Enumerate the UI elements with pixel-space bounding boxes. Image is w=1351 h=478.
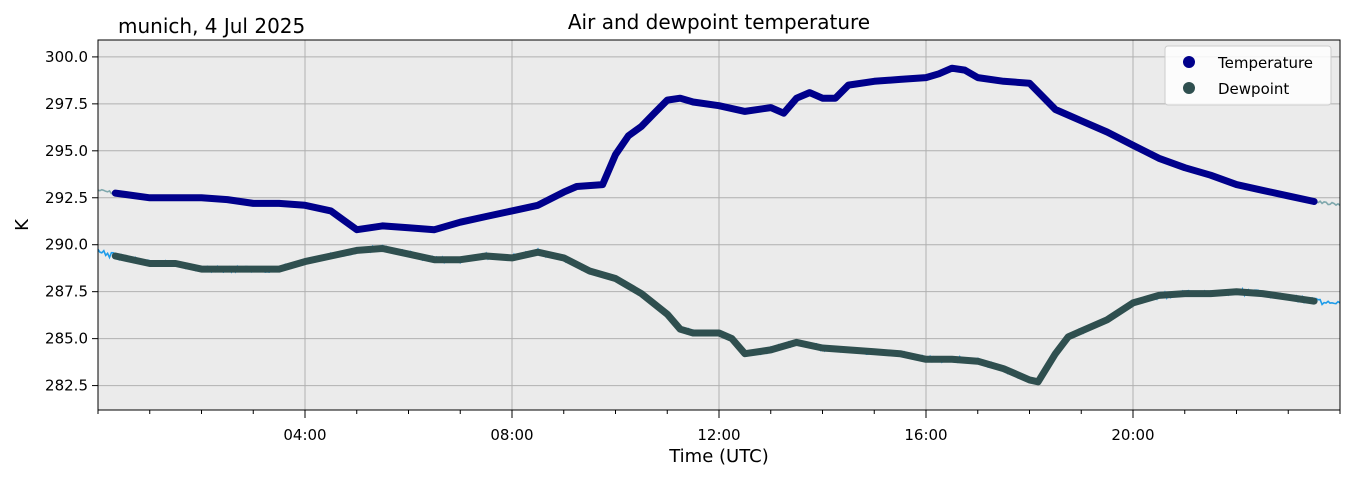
y-tick-label: 300.0 bbox=[45, 48, 88, 66]
y-axis-label: K bbox=[12, 218, 33, 231]
x-tick-label: 12:00 bbox=[697, 426, 740, 444]
legend-label-dewpoint: Dewpoint bbox=[1218, 80, 1289, 98]
x-tick-label: 08:00 bbox=[490, 426, 533, 444]
x-tick-label: 04:00 bbox=[283, 426, 326, 444]
chart-subtitle: munich, 4 Jul 2025 bbox=[118, 14, 305, 38]
y-tick-label: 285.0 bbox=[45, 330, 88, 348]
y-tick-label: 297.5 bbox=[45, 95, 88, 113]
legend-label-temperature: Temperature bbox=[1217, 54, 1313, 72]
x-axis-label: Time (UTC) bbox=[668, 446, 769, 467]
y-tick-label: 290.0 bbox=[45, 236, 88, 254]
series-line-dewpoint bbox=[111, 245, 1318, 386]
grid bbox=[98, 40, 1340, 410]
legend-marker-temperature bbox=[1183, 56, 1195, 68]
legend-marker-dewpoint bbox=[1183, 82, 1195, 94]
y-tick-label: 295.0 bbox=[45, 142, 88, 160]
legend-box bbox=[1164, 45, 1332, 106]
chart-title: Air and dewpoint temperature bbox=[568, 10, 870, 34]
y-tick-label: 287.5 bbox=[45, 283, 88, 301]
y-tick-label: 282.5 bbox=[45, 377, 88, 395]
x-axis: 04:00 08:00 12:00 16:00 20:00 bbox=[97, 410, 1341, 444]
series-lines bbox=[111, 64, 1318, 386]
series-line-temperature bbox=[111, 64, 1318, 234]
x-tick-label: 20:00 bbox=[1111, 426, 1154, 444]
legend: Temperature Dewpoint bbox=[1164, 45, 1332, 106]
y-axis: 282.5 285.0 287.5 290.0 292.5 295.0 297.5 300.0 bbox=[45, 48, 98, 395]
y-tick-label: 292.5 bbox=[45, 189, 88, 207]
x-tick-label: 16:00 bbox=[904, 426, 947, 444]
